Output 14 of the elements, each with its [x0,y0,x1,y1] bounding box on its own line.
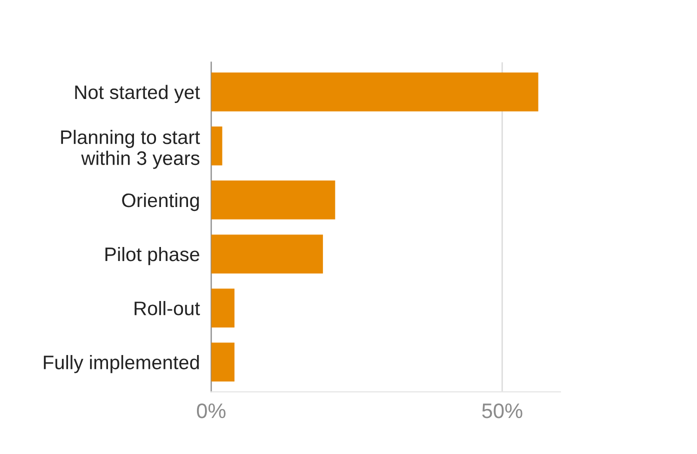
x-tick-label: 0% [196,403,226,418]
bar [211,126,222,166]
bar [211,342,234,382]
bar [211,288,234,328]
y-tick-label: Planning to start within 3 years [61,130,200,169]
bar [211,234,323,274]
y-tick-label: Not started yet [75,84,200,103]
y-tick-label: Fully implemented [44,355,199,374]
y-tick-label: Pilot phase [105,246,200,266]
x-tick-label: 50% [482,403,522,418]
y-tick-label: Roll-out [134,301,200,316]
y-tick-label: Orienting [122,192,199,212]
bar [211,72,538,112]
bar [211,180,336,220]
